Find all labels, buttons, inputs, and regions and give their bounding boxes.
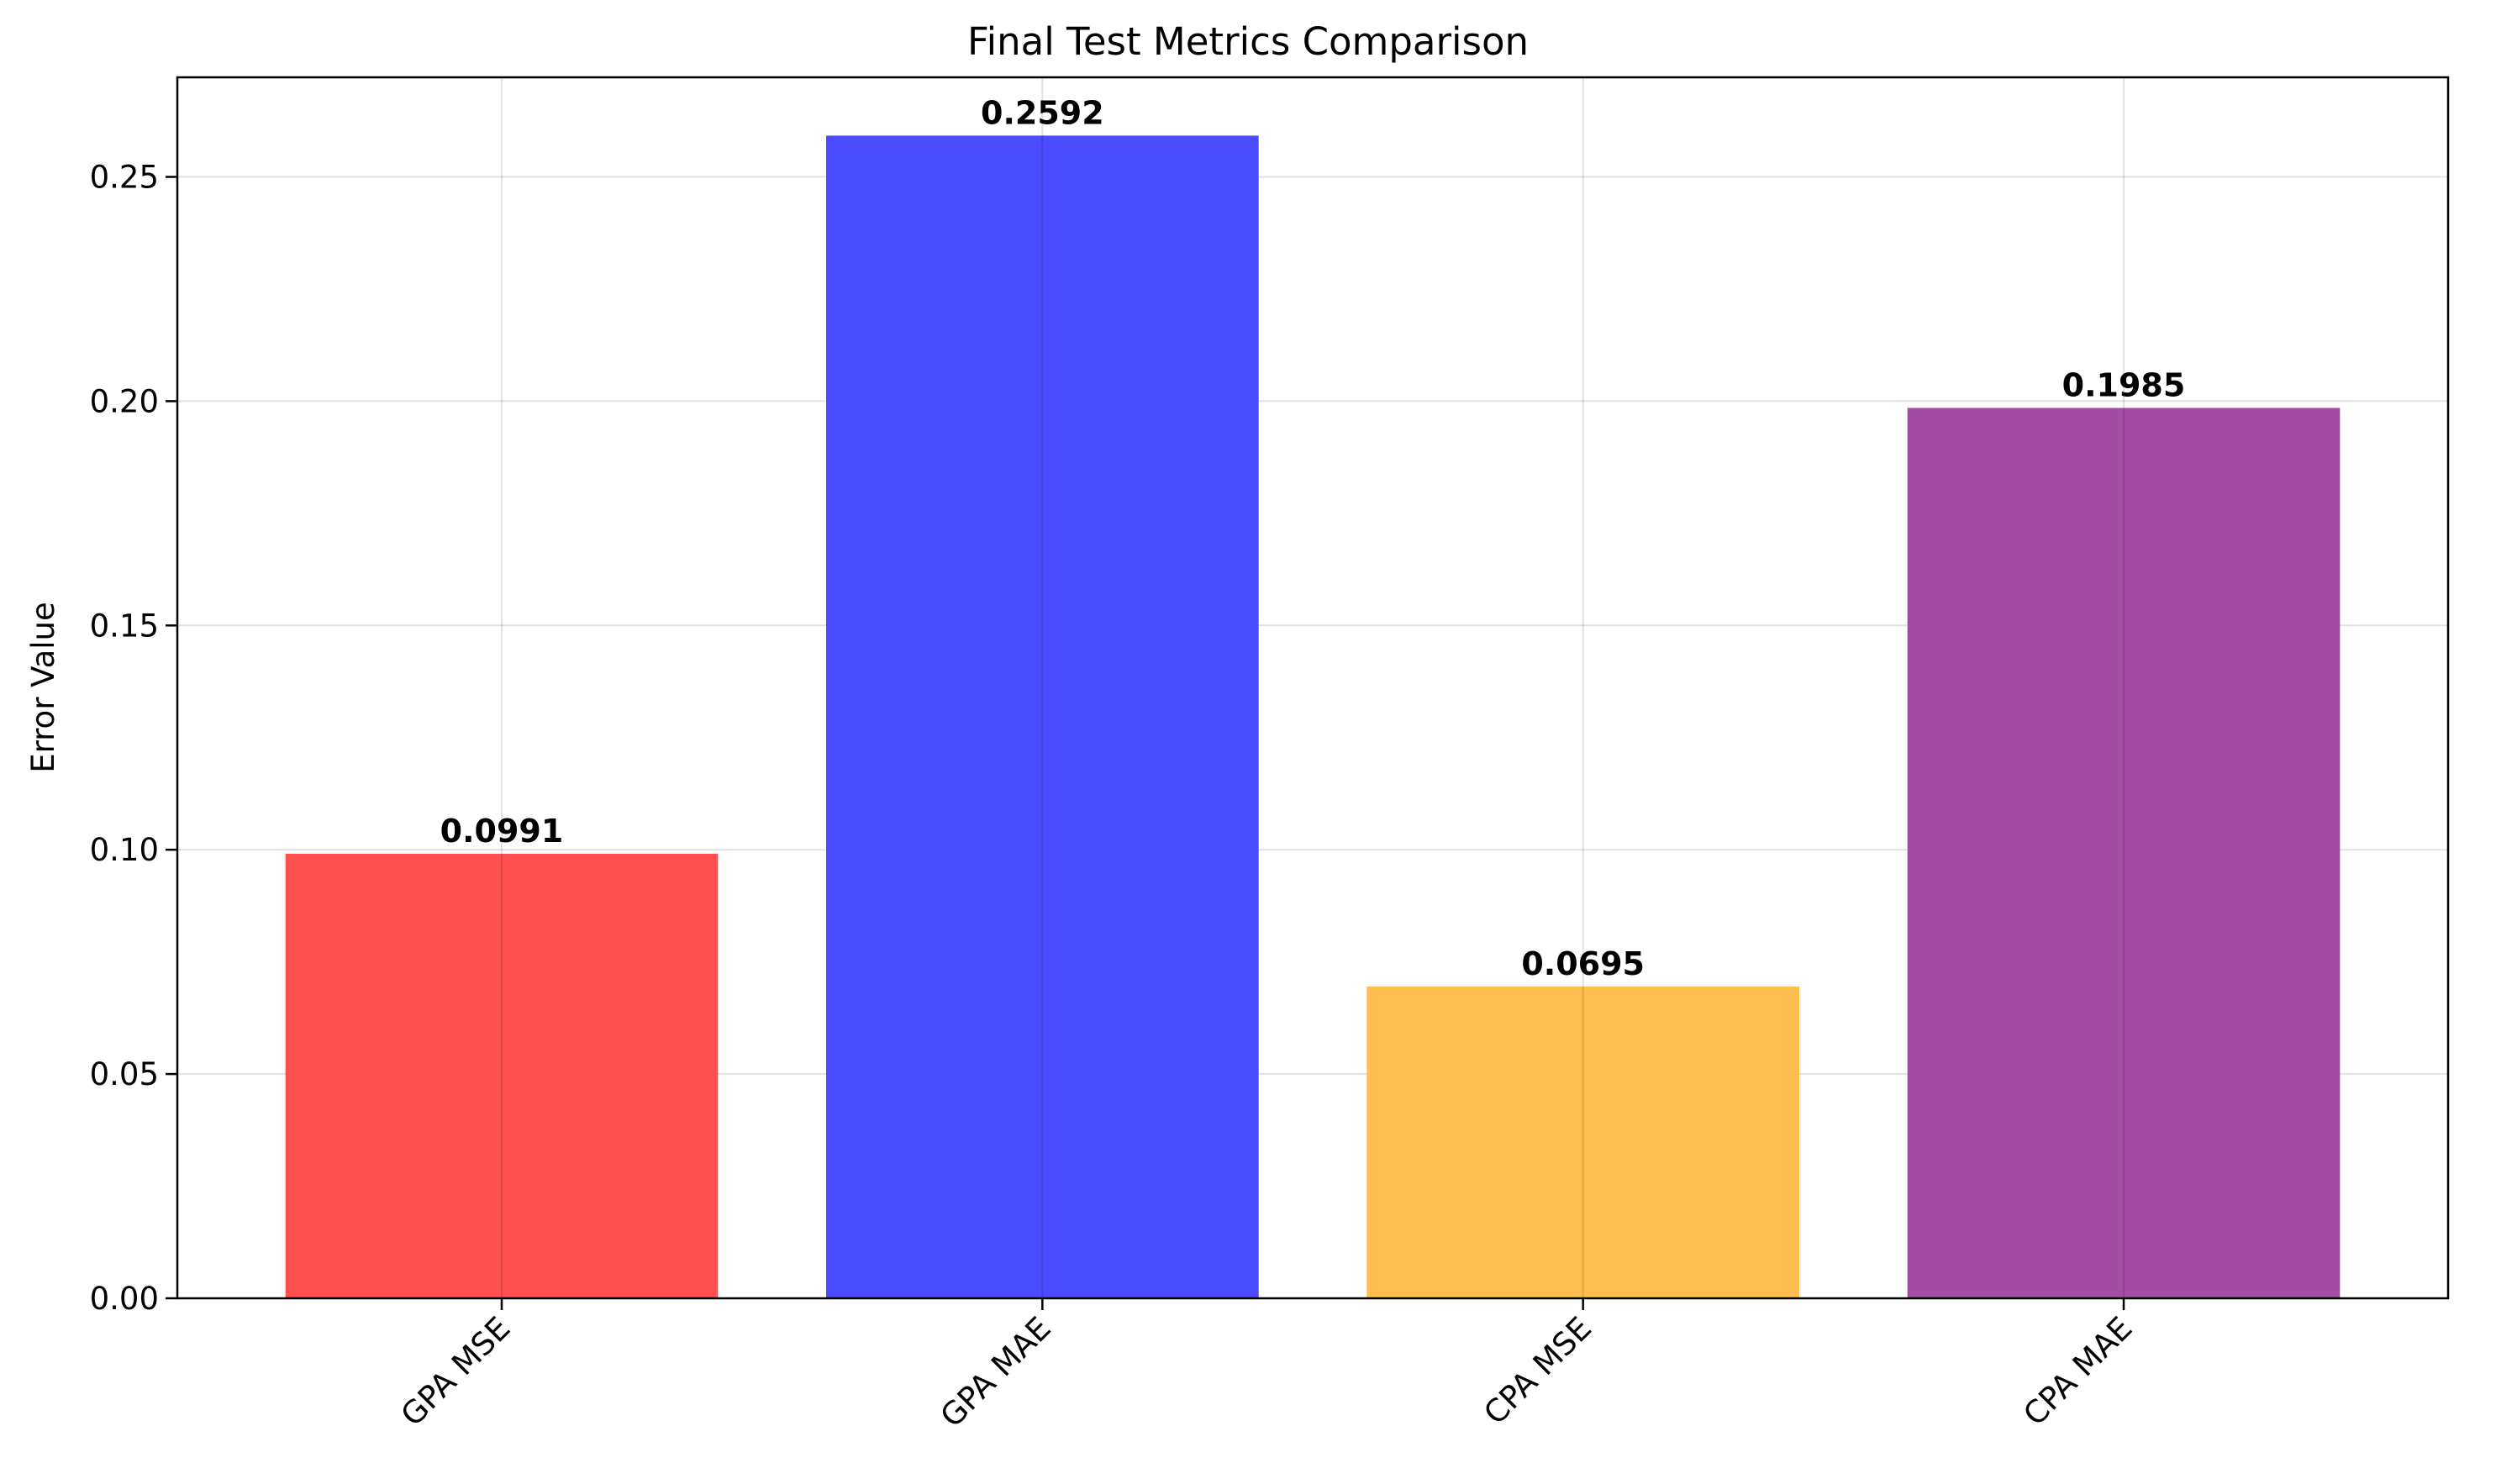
bar-value-label: 0.0695 (1521, 945, 1645, 982)
bar-gpa-mae (826, 135, 1259, 1299)
y-tick-label: 0.05 (90, 1056, 159, 1092)
bar-value-label: 0.2592 (981, 94, 1104, 131)
vertical-grid-lines (501, 77, 2125, 1298)
y-tick-label: 0.25 (90, 160, 159, 196)
bar-gpa-mse (285, 854, 719, 1298)
y-axis-label: Error Value (25, 602, 61, 773)
y-tick-label: 0.20 (90, 383, 159, 419)
bar-value-label: 0.0991 (440, 813, 564, 850)
bar-value-label: 0.1985 (2062, 366, 2186, 403)
bar-cpa-mae (1907, 408, 2341, 1298)
data-labels: 0.0991 0.2592 0.0695 0.1985 (440, 94, 2186, 982)
plot-frame (176, 76, 2450, 1300)
chart-title: Final Test Metrics Comparison (967, 19, 1529, 64)
y-tick-label: 0.10 (90, 832, 159, 868)
bars (285, 135, 2341, 1299)
y-tick-label: 0.00 (90, 1281, 159, 1317)
bar-cpa-mse (1366, 987, 1799, 1298)
y-tick-label: 0.15 (90, 608, 159, 644)
